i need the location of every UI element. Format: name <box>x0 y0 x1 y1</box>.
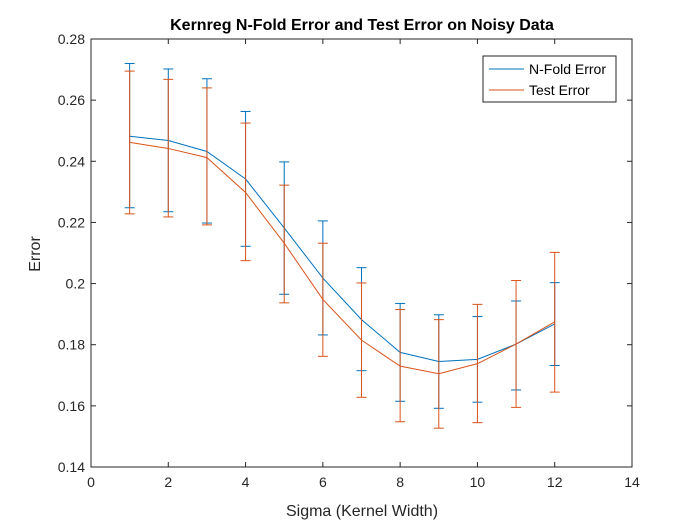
x-tick-label: 8 <box>396 474 404 490</box>
x-tick-label: 4 <box>242 474 250 490</box>
y-tick-label: 0.24 <box>58 153 85 169</box>
test-error-line <box>129 141 555 375</box>
legend-box <box>482 55 617 103</box>
y-tick-label: 0.26 <box>58 92 85 108</box>
legend-label-n-fold-error: N-Fold Error <box>529 61 606 77</box>
y-tick-label: 0.22 <box>58 214 85 230</box>
y-tick-label: 0.14 <box>58 459 85 475</box>
legend-label-test-error: Test Error <box>529 82 590 98</box>
axes-box <box>90 38 633 468</box>
y-tick-label: 0.18 <box>58 337 85 353</box>
x-tick-label: 14 <box>624 474 640 490</box>
y-tick-label: 0.28 <box>58 31 85 47</box>
y-tick-label: 0.2 <box>66 276 86 292</box>
plot-area: 0 2 4 6 8 10 12 14 0.14 0.16 0.18 0.2 0.22 0.24 0.26 0.… <box>58 31 640 490</box>
x-tick-label: 0 <box>87 474 95 490</box>
x-tick-label: 6 <box>319 474 327 490</box>
n-fold-error-line <box>129 135 555 363</box>
y-axis-title: Error <box>27 236 44 272</box>
legend: N-Fold Error Test Error <box>482 55 617 103</box>
x-tick-label: 10 <box>470 474 486 490</box>
x-axis-title: Sigma (Kernel Width) <box>286 503 438 520</box>
x-tick-label: 2 <box>164 474 172 490</box>
y-tick-label: 0.16 <box>58 398 85 414</box>
chart-title: Kernreg N-Fold Error and Test Error on N… <box>170 17 554 34</box>
x-tick-label: 12 <box>547 474 563 490</box>
